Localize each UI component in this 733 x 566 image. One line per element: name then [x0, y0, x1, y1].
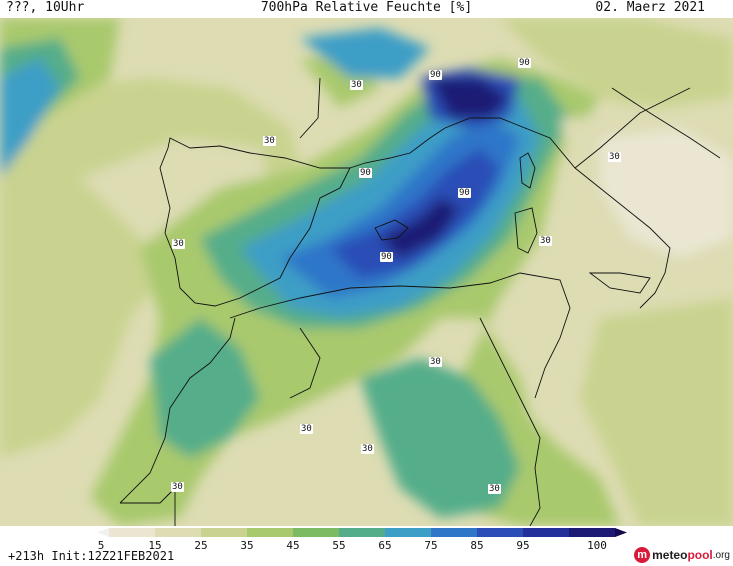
- contour-label: 30: [429, 357, 442, 367]
- scale-arrow-low: [97, 528, 109, 537]
- map-title: 700hPa Relative Feuchte [%]: [260, 0, 473, 15]
- scale-tick-label: 95: [516, 539, 530, 552]
- contour-label: 90: [429, 70, 442, 80]
- header-bar: ???, 10Uhr 700hPa Relative Feuchte [%] 0…: [0, 0, 733, 18]
- contour-label: 30: [263, 136, 276, 146]
- scale-tick-label: 65: [378, 539, 392, 552]
- color-scale-swatches: [97, 528, 627, 537]
- logo-text-pool: pool: [687, 548, 713, 562]
- scale-tick-label: 75: [424, 539, 438, 552]
- scale-swatch: [109, 528, 156, 537]
- contour-label: 30: [488, 484, 501, 494]
- scale-tick-label: 45: [286, 539, 300, 552]
- humidity-map: 30 30 30 30 30 30 30 30 30 30 90 90 90 9…: [0, 18, 733, 526]
- scale-swatch: [431, 528, 478, 537]
- contour-label: 30: [171, 482, 184, 492]
- contour-label: 30: [172, 239, 185, 249]
- scale-swatch: [339, 528, 386, 537]
- scale-tick-label: 35: [240, 539, 254, 552]
- contour-label: 30: [539, 236, 552, 246]
- scale-swatch: [385, 528, 432, 537]
- scale-tick-label: 100: [587, 539, 607, 552]
- model-run-info: +213h Init:12Z21FEB2021: [8, 549, 175, 563]
- scale-swatch: [155, 528, 202, 537]
- valid-time-label: ???, 10Uhr: [6, 0, 85, 15]
- scale-swatch: [293, 528, 340, 537]
- scale-tick-label: 85: [470, 539, 484, 552]
- contour-label: 30: [608, 152, 621, 162]
- scale-swatch: [477, 528, 524, 537]
- contour-label: 30: [361, 444, 374, 454]
- scale-arrow-high: [615, 528, 627, 537]
- scale-tick-label: 25: [194, 539, 208, 552]
- contour-label: 90: [380, 252, 393, 262]
- scale-tick-label: 15: [148, 539, 162, 552]
- contour-label: 90: [518, 58, 531, 68]
- contour-label: 90: [359, 168, 372, 178]
- color-scale-bar: [97, 528, 627, 537]
- valid-date-label: 02. Maerz 2021: [595, 0, 705, 15]
- contour-label: 30: [350, 80, 363, 90]
- meteopool-logo[interactable]: m meteo pool .org: [634, 546, 730, 564]
- scale-swatch: [201, 528, 248, 537]
- scale-tick-label: 5: [97, 539, 105, 552]
- logo-text-meteo: meteo: [652, 548, 688, 562]
- contour-label: 90: [458, 188, 471, 198]
- meteopool-logo-icon: m: [634, 547, 651, 563]
- scale-tick-label: 55: [332, 539, 346, 552]
- scale-swatch: [247, 528, 294, 537]
- scale-swatch: [523, 528, 570, 537]
- logo-text-org: .org: [712, 549, 730, 561]
- humidity-field: [0, 18, 733, 526]
- scale-swatch: [569, 528, 616, 537]
- contour-label: 30: [300, 424, 313, 434]
